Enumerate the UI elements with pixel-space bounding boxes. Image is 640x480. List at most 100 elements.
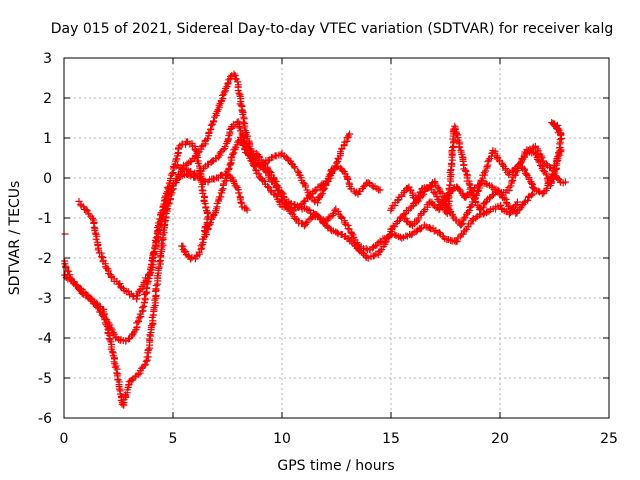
data-point-marker — [483, 149, 496, 170]
data-point-marker — [341, 130, 354, 146]
data-point-marker — [180, 248, 190, 259]
data-point-marker — [455, 138, 468, 173]
data-point-marker — [283, 198, 299, 209]
data-point-marker — [226, 71, 236, 83]
data-point-marker — [427, 182, 442, 203]
data-point-marker — [212, 145, 229, 163]
data-point-marker — [201, 175, 218, 186]
data-point-marker — [314, 184, 328, 207]
data-point-marker — [505, 168, 520, 195]
data-point-marker — [332, 205, 350, 228]
x-tick-label: 0 — [60, 431, 69, 447]
y-tick-label: -3 — [38, 291, 52, 307]
x-tick-label: 20 — [491, 431, 509, 447]
data-point-marker — [105, 335, 120, 371]
data-point-marker — [556, 178, 569, 187]
data-point-marker — [210, 193, 225, 218]
data-point-marker — [239, 138, 254, 157]
data-point-marker — [478, 177, 493, 189]
y-tick-label: -4 — [38, 331, 52, 347]
y-tick-label: -1 — [38, 211, 52, 227]
x-axis-label: GPS time / hours — [277, 458, 394, 474]
data-point-marker — [512, 200, 527, 217]
data-point-marker — [400, 214, 415, 228]
data-point-marker — [395, 185, 412, 201]
data-point-marker — [234, 186, 246, 207]
data-point-marker — [193, 250, 203, 260]
data-point-marker — [125, 372, 140, 386]
data-point-marker — [518, 163, 531, 179]
series-track-10 — [518, 163, 569, 198]
x-tick-label: 5 — [169, 431, 178, 447]
data-point-marker — [217, 172, 231, 197]
data-point-marker — [488, 182, 503, 197]
data-point-marker — [69, 278, 86, 297]
data-point-marker — [79, 290, 97, 305]
x-tick-label: 25 — [600, 431, 618, 447]
data-point-marker — [221, 76, 233, 95]
y-tick-label: -6 — [38, 411, 52, 427]
data-point-marker — [369, 183, 384, 194]
data-point-marker — [525, 173, 538, 192]
data-point-marker — [199, 189, 212, 221]
x-tick-label: 15 — [382, 431, 400, 447]
data-point-marker — [188, 254, 199, 263]
data-point-marker — [321, 207, 339, 225]
data-point-marker — [82, 206, 95, 220]
data-point-marker — [117, 283, 132, 296]
plot-frame — [63, 57, 610, 419]
data-point-marker — [142, 311, 157, 365]
data-point-marker — [513, 148, 529, 174]
data-point-marker — [272, 183, 290, 207]
data-point-marker — [408, 224, 426, 238]
data-point-marker — [539, 157, 554, 172]
y-tick-label: 3 — [43, 51, 52, 67]
data-point-marker — [154, 200, 168, 235]
data-point-marker — [457, 208, 472, 229]
data-point-marker — [147, 228, 162, 274]
data-points — [61, 70, 569, 409]
data-point-marker — [248, 151, 263, 167]
data-point-marker — [431, 178, 446, 200]
data-point-marker — [191, 142, 203, 167]
data-point-marker — [267, 187, 284, 209]
data-point-marker — [334, 230, 350, 241]
data-point-marker — [497, 201, 511, 216]
data-point-marker — [161, 169, 177, 205]
data-point-marker — [520, 190, 537, 207]
data-point-marker — [540, 172, 556, 197]
data-point-marker — [420, 221, 437, 233]
data-point-marker — [134, 361, 149, 378]
data-point-marker — [120, 381, 133, 409]
data-point-marker — [430, 227, 447, 241]
data-point-marker — [88, 214, 102, 252]
data-point-marker — [234, 118, 248, 145]
series-track-4 — [202, 133, 521, 254]
data-point-marker — [238, 203, 251, 214]
data-point-marker — [202, 211, 218, 238]
data-point-marker — [213, 171, 227, 182]
chart-title: Day 015 of 2021, Sidereal Day-to-day VTE… — [51, 21, 613, 37]
x-tick-label: 10 — [273, 431, 291, 447]
data-point-marker — [486, 202, 502, 214]
y-tick-label: 0 — [43, 171, 52, 187]
data-point-marker — [327, 225, 341, 237]
data-point-marker — [435, 192, 450, 214]
data-point-marker — [221, 124, 235, 151]
data-point-marker — [479, 208, 493, 218]
data-point-marker — [343, 235, 359, 249]
data-point-marker — [295, 171, 312, 197]
data-point-marker — [183, 165, 198, 178]
y-tick-label: -2 — [38, 251, 52, 267]
data-point-marker — [305, 191, 319, 206]
data-point-marker — [261, 165, 279, 188]
data-point-marker — [387, 196, 403, 214]
data-point-marker — [201, 112, 220, 145]
data-point-marker — [278, 149, 293, 165]
data-point-marker — [107, 273, 124, 288]
data-point-marker — [376, 231, 394, 246]
y-tick-label: 2 — [43, 91, 52, 107]
data-point-marker — [451, 122, 462, 144]
series-track-6 — [239, 138, 384, 207]
